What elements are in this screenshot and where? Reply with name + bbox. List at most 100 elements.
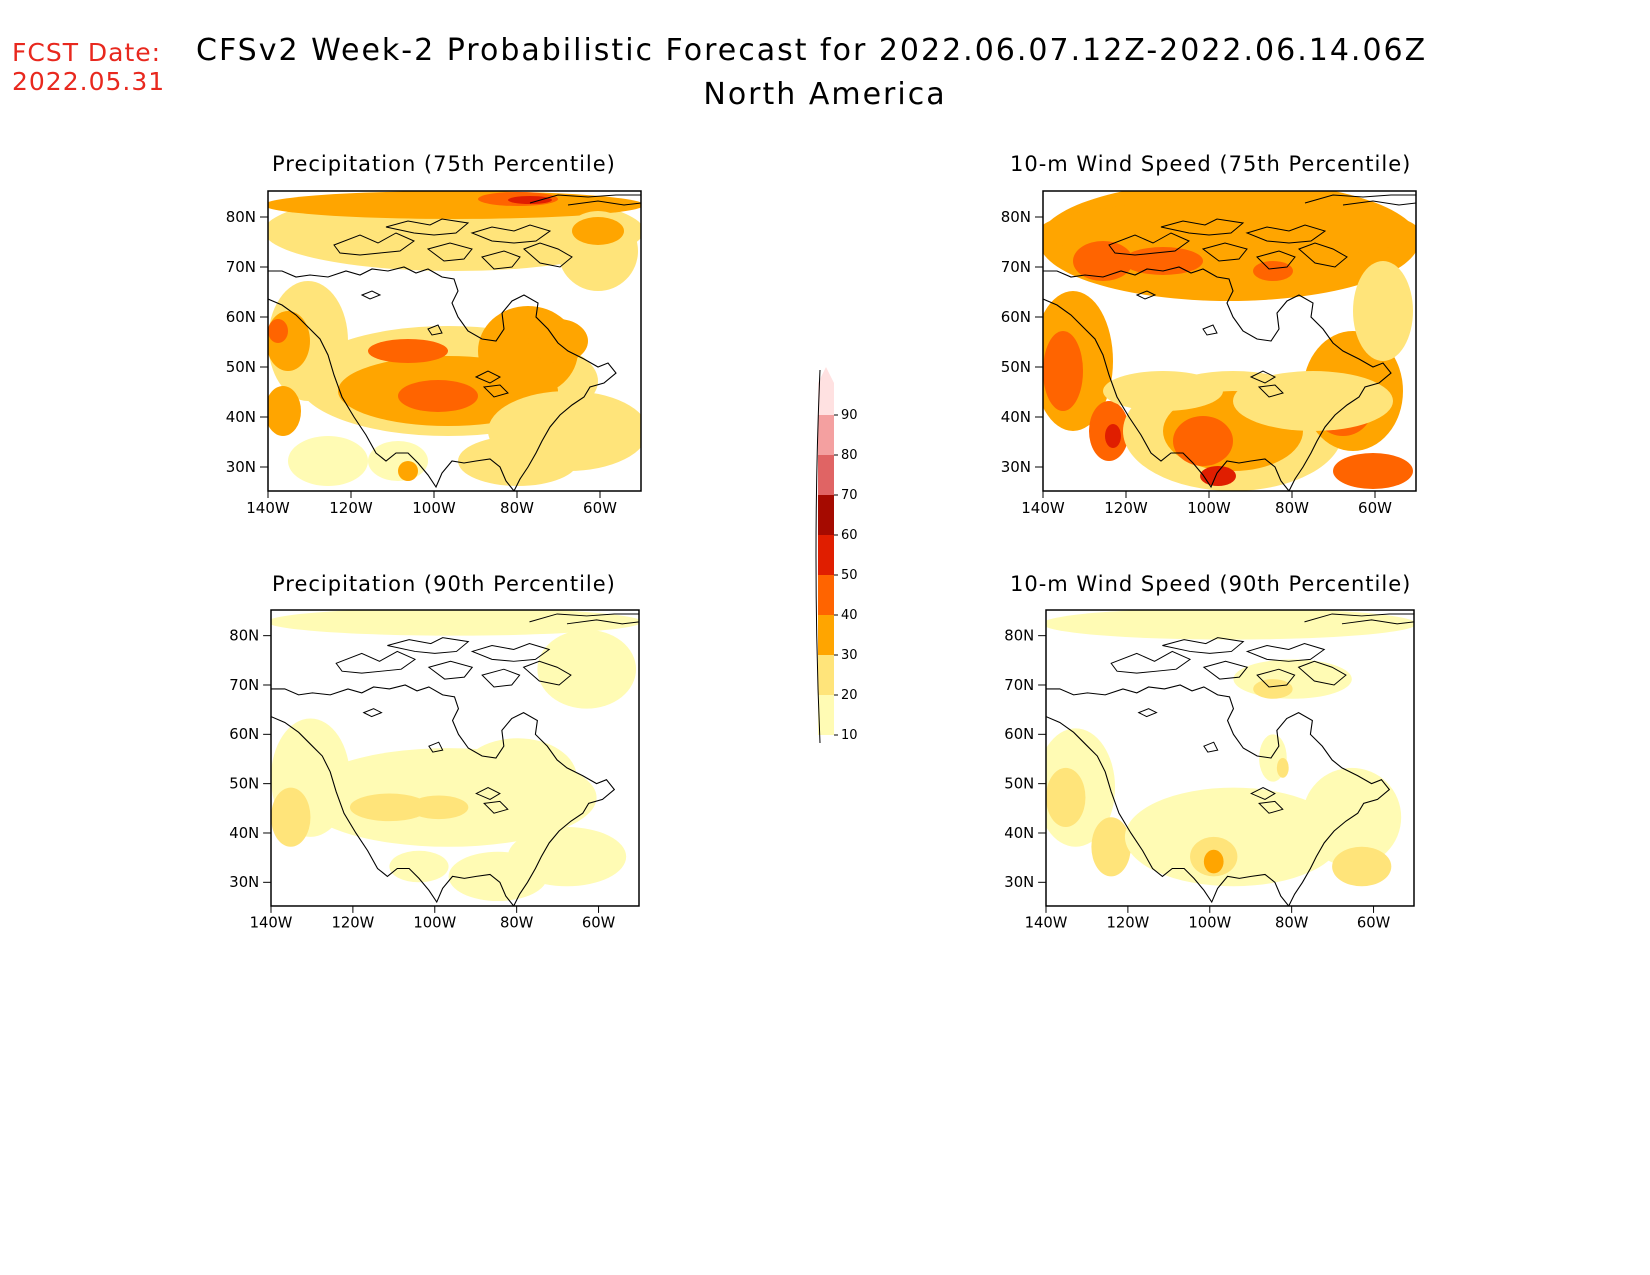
colorbar-segment: [818, 615, 834, 655]
map-frame: [267, 190, 642, 492]
colorbar-label: 70: [841, 488, 858, 503]
shaded-region: [1332, 846, 1392, 887]
island-outline: [475, 787, 501, 800]
fcst-label: FCST Date:: [12, 38, 162, 67]
lat-label: 40N: [1004, 825, 1034, 842]
colorbar-label: 50: [841, 568, 858, 583]
lon-label: 100W: [1187, 499, 1231, 517]
island-outline: [529, 194, 641, 206]
shaded-region: [1200, 466, 1236, 486]
coastline: [268, 266, 617, 491]
lat-label: 40N: [1001, 408, 1031, 426]
island-outline: [529, 613, 639, 625]
colorbar-label: 10: [841, 728, 858, 743]
shaded-region: [537, 629, 637, 709]
lat-label: 70N: [226, 258, 256, 276]
lon-label: 140W: [1025, 915, 1068, 932]
island-outline: [427, 324, 443, 336]
lon-label: 100W: [1188, 915, 1231, 932]
shaded-region: [398, 461, 418, 481]
lon-label: 100W: [413, 915, 456, 932]
island-outline: [1304, 194, 1416, 206]
lon-label: 80W: [1275, 915, 1309, 932]
lon-label: 140W: [246, 499, 290, 517]
island-outline: [1249, 370, 1277, 384]
island-outline: [1258, 800, 1284, 814]
island-outline: [1108, 232, 1191, 256]
colorbar-segment: [818, 495, 834, 535]
probability-shading: [271, 610, 639, 902]
lon-label: 60W: [582, 915, 616, 932]
island-outline: [387, 637, 470, 654]
island-outline: [523, 242, 573, 268]
shaded-region: [572, 217, 624, 245]
colorbar-segment: [818, 575, 834, 615]
island-outline: [1202, 324, 1218, 336]
shaded-region: [1203, 849, 1224, 874]
colorbar-segment: [818, 535, 834, 575]
lat-label: 40N: [226, 408, 256, 426]
island-outline: [426, 242, 473, 262]
lat-label: 60N: [1001, 308, 1031, 326]
lat-label: 30N: [1004, 874, 1034, 891]
colorbar-label: 60: [841, 528, 858, 543]
shaded-region: [1233, 659, 1352, 699]
colorbar-segment: [818, 655, 834, 695]
island-outline: [470, 643, 551, 662]
island-outline: [385, 218, 470, 236]
island-outline: [1245, 224, 1327, 244]
shaded-region: [1091, 817, 1131, 877]
lon-label: 60W: [1357, 915, 1391, 932]
island-outline: [483, 800, 509, 814]
panel-title-wind75: 10-m Wind Speed (75th Percentile): [1010, 152, 1412, 176]
colorbar-outline: [815, 369, 821, 744]
probability-shading: [1043, 191, 1416, 491]
region-title: North America: [703, 77, 947, 112]
island-outline: [428, 741, 444, 753]
island-outline: [1245, 643, 1326, 662]
shaded-region: [1253, 679, 1293, 699]
map-wind75: 80N 70N 60N 50N 40N 30N 140W 120W 100W 80W 60W: [1001, 190, 1417, 517]
shaded-region: [1046, 767, 1086, 828]
shaded-region: [368, 339, 448, 363]
lat-label: 60N: [229, 726, 259, 743]
lon-label: 120W: [1104, 499, 1148, 517]
shaded-region: [1253, 261, 1293, 281]
island-outline: [427, 660, 474, 680]
lat-label: 40N: [229, 825, 259, 842]
shaded-region: [1353, 261, 1413, 361]
map-frame: [270, 609, 640, 907]
lat-label: 60N: [226, 308, 256, 326]
colorbar-segment: [818, 367, 834, 415]
lon-label: 80W: [500, 915, 534, 932]
island-outline: [1297, 660, 1347, 686]
coastlines: [1043, 194, 1416, 491]
lon-label: 140W: [1021, 499, 1065, 517]
shaded-region: [458, 738, 577, 818]
shaded-region: [448, 851, 548, 902]
island-outline: [470, 224, 552, 244]
shaded-region: [1124, 787, 1342, 887]
fcst-date-label: FCST Date: 2022.05.31: [12, 38, 165, 96]
lon-label: 100W: [412, 499, 456, 517]
island-outline: [481, 668, 521, 688]
shaded-region: [588, 421, 628, 461]
map-wind90: 80N 70N 60N 50N 40N 30N 140W 120W 100W 80W 60W: [1004, 609, 1415, 932]
shaded-region: [1046, 610, 1414, 640]
lat-label: 80N: [1004, 628, 1034, 645]
coastlines: [271, 613, 639, 906]
map-frame: [1045, 609, 1415, 907]
coastline: [1043, 266, 1392, 491]
island-outline: [1257, 384, 1284, 398]
shaded-region: [1233, 371, 1393, 431]
island-outline: [481, 250, 521, 270]
colorbar-segment: [818, 415, 834, 455]
lat-label: 70N: [229, 677, 259, 694]
shaded-region: [1173, 416, 1233, 466]
lat-label: 30N: [226, 458, 256, 476]
shaded-region: [508, 196, 552, 204]
lon-label: 80W: [500, 499, 534, 517]
island-outline: [482, 384, 509, 398]
lat-label: 30N: [1001, 458, 1031, 476]
lat-label: 70N: [1001, 258, 1031, 276]
